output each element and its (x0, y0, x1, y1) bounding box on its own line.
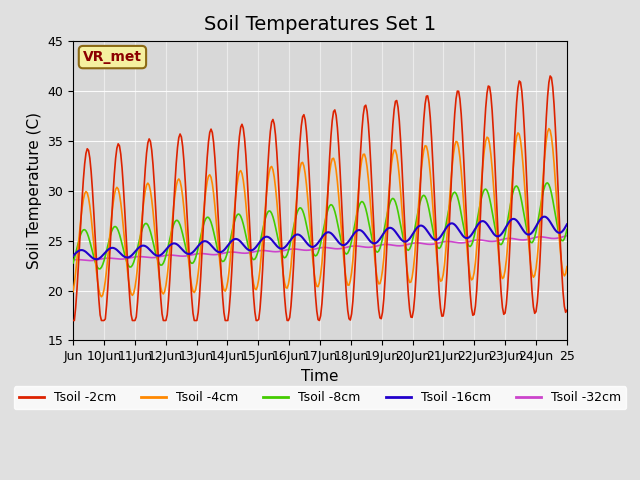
Text: VR_met: VR_met (83, 50, 142, 64)
X-axis label: Time: Time (301, 369, 339, 384)
Title: Soil Temperatures Set 1: Soil Temperatures Set 1 (204, 15, 436, 34)
Y-axis label: Soil Temperature (C): Soil Temperature (C) (27, 112, 42, 269)
Legend: Tsoil -2cm, Tsoil -4cm, Tsoil -8cm, Tsoil -16cm, Tsoil -32cm: Tsoil -2cm, Tsoil -4cm, Tsoil -8cm, Tsoi… (14, 386, 626, 409)
